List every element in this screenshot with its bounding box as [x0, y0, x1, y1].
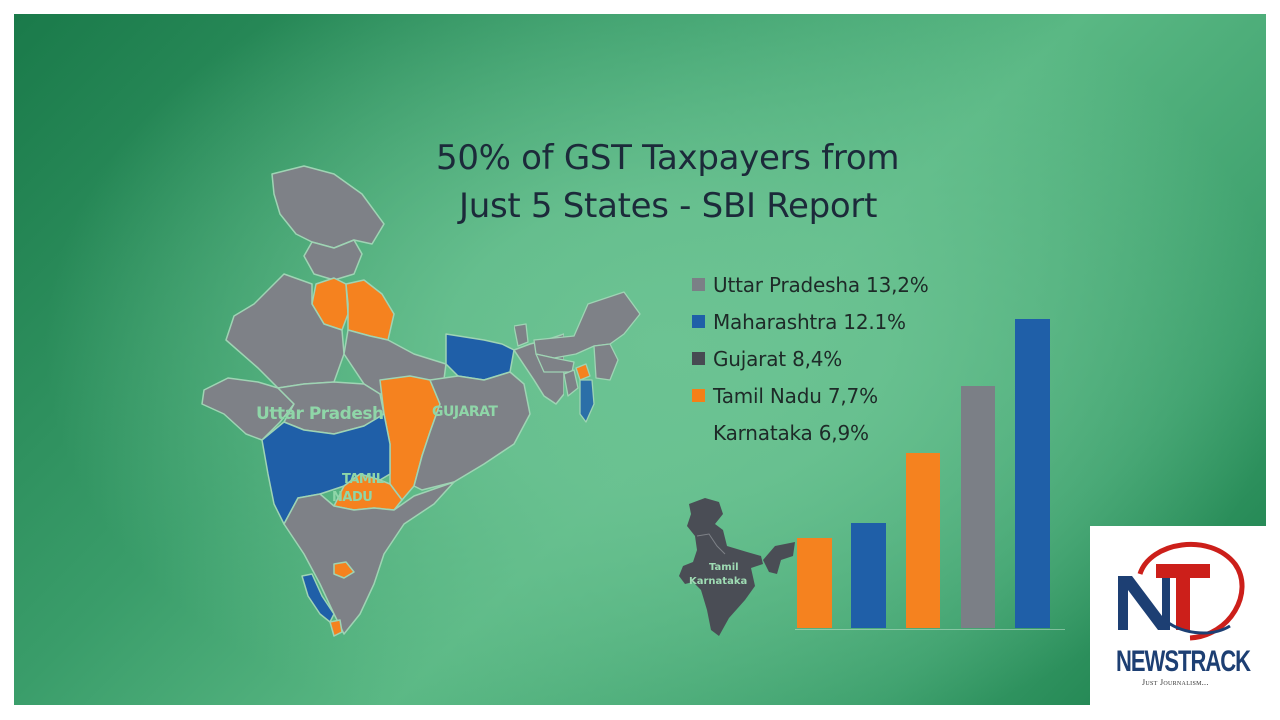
legend-item-maharashtra: Maharashtra 12.1%	[692, 303, 929, 340]
title-line-1: 50% of GST Taxpayers from	[436, 138, 900, 178]
chart-legend: Uttar Pradesha 13,2% Maharashtra 12.1% G…	[692, 266, 929, 451]
mini-map-label-1: Tamil	[709, 562, 739, 573]
bar-chart	[14, 14, 1266, 705]
state-ne-orange	[575, 363, 591, 381]
logo-brand-text: NEWSTRACK	[1116, 644, 1251, 678]
state-goa-region	[333, 561, 355, 579]
nt-logo-icon	[1118, 541, 1245, 641]
state-sikkim	[514, 323, 529, 347]
map-label-uttar-pradesh: Uttar Pradesh	[256, 404, 384, 424]
legend-swatch-dark-gray	[692, 352, 705, 365]
mini-map-label-2: Karnataka	[689, 576, 747, 587]
chart-baseline	[795, 629, 1065, 630]
mini-map-shape	[679, 498, 763, 636]
bar-4-gray	[961, 386, 995, 628]
title-line-2: Just 5 States - SBI Report	[459, 186, 878, 226]
india-map	[201, 165, 564, 637]
legend-swatch-blue	[692, 315, 705, 328]
state-kerala	[301, 573, 335, 623]
state-nagaland-manipur	[593, 343, 619, 381]
legend-label: Gujarat 8,4%	[713, 346, 843, 371]
state-gujarat-region	[201, 377, 295, 441]
state-tripura	[563, 369, 579, 397]
infographic-title: 50% of GST Taxpayers from Just 5 States …	[424, 134, 954, 230]
map-label-nadu: NADU	[332, 490, 373, 505]
state-meghalaya	[535, 353, 575, 373]
legend-item-uttar-pradesh: Uttar Pradesha 13,2%	[692, 266, 929, 303]
legend-label: Uttar Pradesha 13,2%	[713, 272, 929, 297]
state-mizoram	[579, 379, 595, 423]
state-south-tip	[329, 619, 343, 637]
bar-1-orange	[797, 538, 832, 628]
northeast-map	[514, 291, 641, 423]
legend-label: Maharashtra 12.1%	[713, 309, 906, 334]
newstrack-logo[interactable]: NEWSTRACK Just Journalism...	[1090, 526, 1268, 714]
legend-item-tamil-nadu: Tamil Nadu 7,7%	[692, 377, 929, 414]
map-label-tamil: TAMIL	[342, 472, 384, 487]
legend-item-gujarat: Gujarat 8,4%	[692, 340, 929, 377]
map-label-gujarat: GUJARAT	[432, 404, 498, 420]
infographic-canvas: 50% of GST Taxpayers from Just 5 States …	[14, 14, 1266, 705]
legend-swatch-orange	[692, 389, 705, 402]
state-east-region	[413, 371, 531, 491]
mini-map-northeast	[763, 542, 795, 574]
legend-swatch-gray	[692, 278, 705, 291]
bar-5-blue	[1015, 319, 1050, 628]
state-rajasthan	[225, 273, 345, 389]
state-himachal	[303, 239, 363, 281]
mini-india-map: Tamil Karnataka	[679, 498, 795, 636]
legend-item-karnataka: Karnataka 6,9%	[692, 414, 929, 451]
logo-tagline: Just Journalism...	[1142, 678, 1209, 687]
bar-2-blue	[851, 523, 886, 628]
legend-label: Karnataka 6,9%	[713, 420, 869, 445]
legend-label: Tamil Nadu 7,7%	[713, 383, 878, 408]
bar-3-orange	[906, 453, 940, 628]
